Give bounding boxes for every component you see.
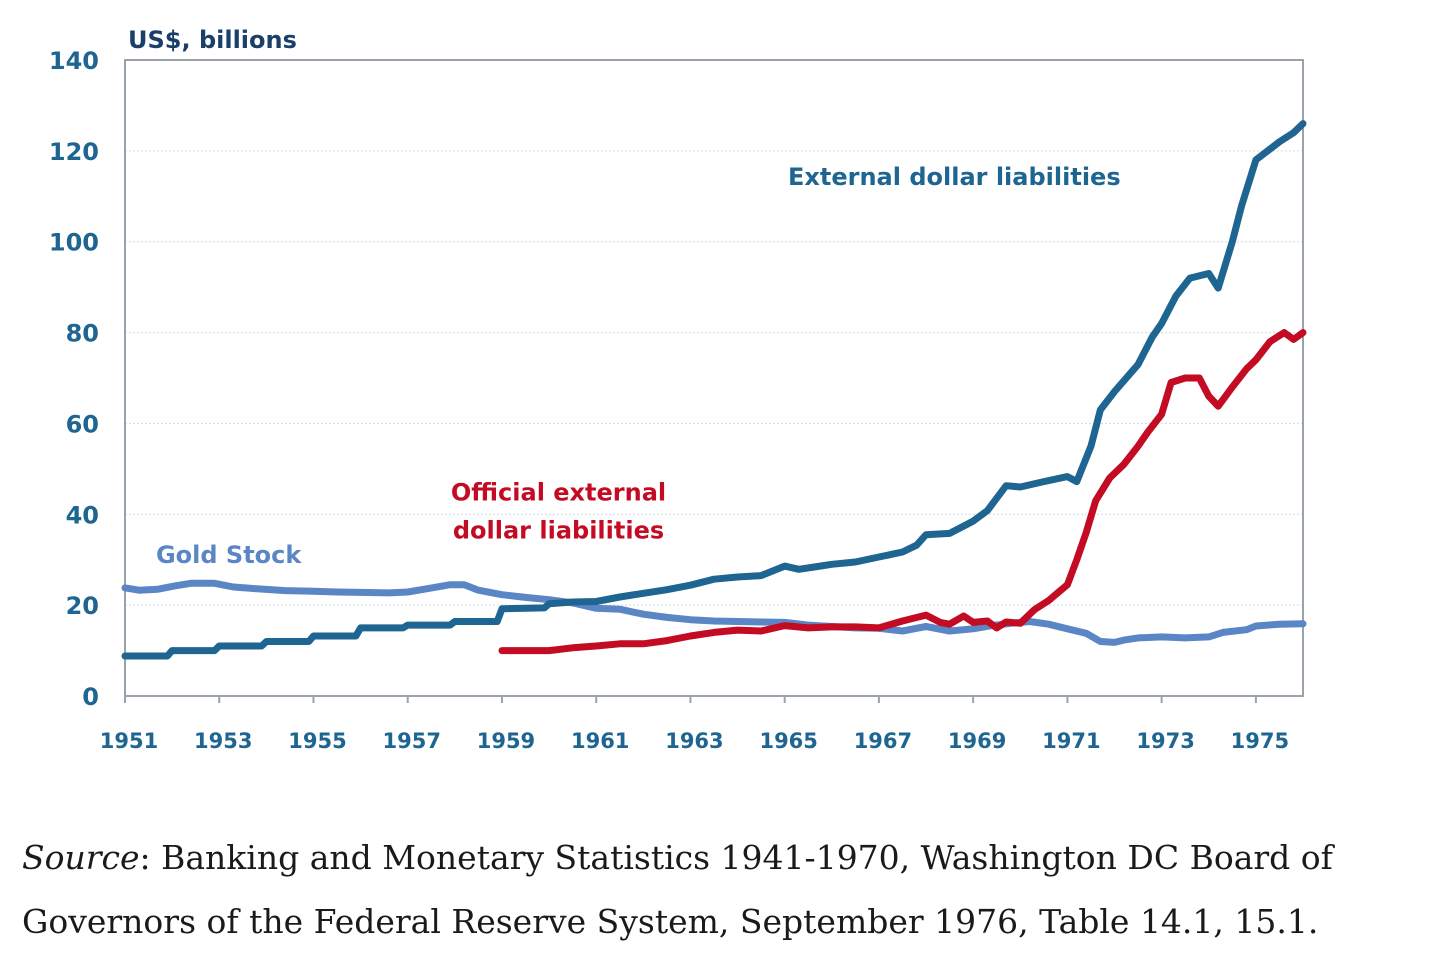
series-line-external-dollar-liabilities bbox=[121, 120, 1307, 660]
series-annotation-gold-stock: Gold Stock bbox=[156, 541, 302, 569]
x-tick-label: 1957 bbox=[382, 729, 440, 753]
x-tick-label: 1959 bbox=[477, 729, 535, 753]
x-tick-label: 1953 bbox=[194, 729, 252, 753]
chart-container: 0 20 40 60 80 100 120 140 1951 1953 1955 1957 1959 19… bbox=[49, 26, 1307, 753]
series-annotations: External dollar liabilities Official exte… bbox=[156, 163, 1121, 569]
line-chart: 0 20 40 60 80 100 120 140 1951 1953 1955 1957 1959 19… bbox=[49, 26, 1307, 753]
x-tick-label: 1955 bbox=[288, 729, 346, 753]
y-tick-label: 120 bbox=[49, 138, 99, 166]
axis-ticks: 0 20 40 60 80 100 120 140 1951 1953 1955 1957 1959 19… bbox=[49, 47, 1289, 753]
y-tick-label: 60 bbox=[66, 410, 99, 438]
series-line-gold-stock bbox=[121, 579, 1307, 646]
series-annotation-official-external-dollar-liabilities: dollar liabilities bbox=[453, 517, 664, 545]
y-tick-label: 100 bbox=[49, 229, 99, 257]
y-tick-label: 140 bbox=[49, 47, 99, 75]
caption-source-word: Source bbox=[22, 838, 140, 877]
y-tick-label: 0 bbox=[82, 683, 99, 711]
x-tick-label: 1963 bbox=[665, 729, 723, 753]
x-tick-label: 1951 bbox=[100, 729, 158, 753]
series-line-official-external-dollar-liabilities bbox=[498, 329, 1307, 655]
caption-text: : Banking and Monetary Statistics 1941-1… bbox=[22, 838, 1333, 941]
x-tick-label: 1967 bbox=[854, 729, 912, 753]
source-caption: Source: Banking and Monetary Statistics … bbox=[22, 826, 1442, 954]
x-tick-label: 1973 bbox=[1136, 729, 1194, 753]
gridlines bbox=[125, 150, 1303, 606]
plot-area-frame bbox=[124, 59, 1304, 697]
series-lines bbox=[121, 120, 1307, 660]
x-tick-label: 1961 bbox=[571, 729, 629, 753]
series-annotation-external-dollar-liabilities: External dollar liabilities bbox=[788, 163, 1121, 191]
series-annotation-official-external-dollar-liabilities: Official external bbox=[451, 479, 666, 507]
x-tick-label: 1969 bbox=[948, 729, 1006, 753]
x-tick-label: 1965 bbox=[759, 729, 817, 753]
x-tick-label: 1971 bbox=[1042, 729, 1100, 753]
y-axis-unit-label: US$, billions bbox=[128, 26, 297, 54]
y-tick-label: 20 bbox=[66, 592, 99, 620]
y-tick-label: 80 bbox=[66, 320, 99, 348]
x-tick-label: 1975 bbox=[1231, 729, 1289, 753]
y-tick-label: 40 bbox=[66, 501, 99, 529]
